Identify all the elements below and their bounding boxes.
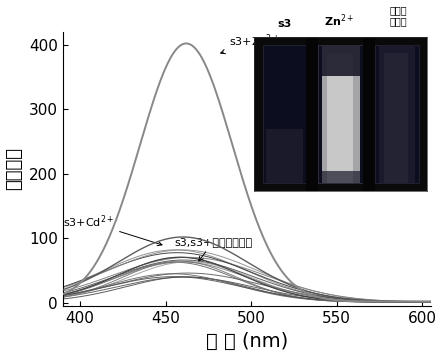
Text: s3: s3 (277, 19, 291, 29)
Text: Zn$^{2+}$: Zn$^{2+}$ (324, 12, 354, 29)
Text: s3+Zn$^{2+}$: s3+Zn$^{2+}$ (221, 33, 280, 54)
Text: s3,s3+其他金属离子: s3,s3+其他金属离子 (174, 237, 253, 261)
Text: s3+Cd$^{2+}$: s3+Cd$^{2+}$ (63, 214, 162, 246)
X-axis label: 波 长 (nm): 波 长 (nm) (206, 331, 288, 350)
Text: 其他金
属离子: 其他金 属离子 (389, 6, 407, 26)
Y-axis label: 荧光强度: 荧光强度 (6, 147, 23, 190)
